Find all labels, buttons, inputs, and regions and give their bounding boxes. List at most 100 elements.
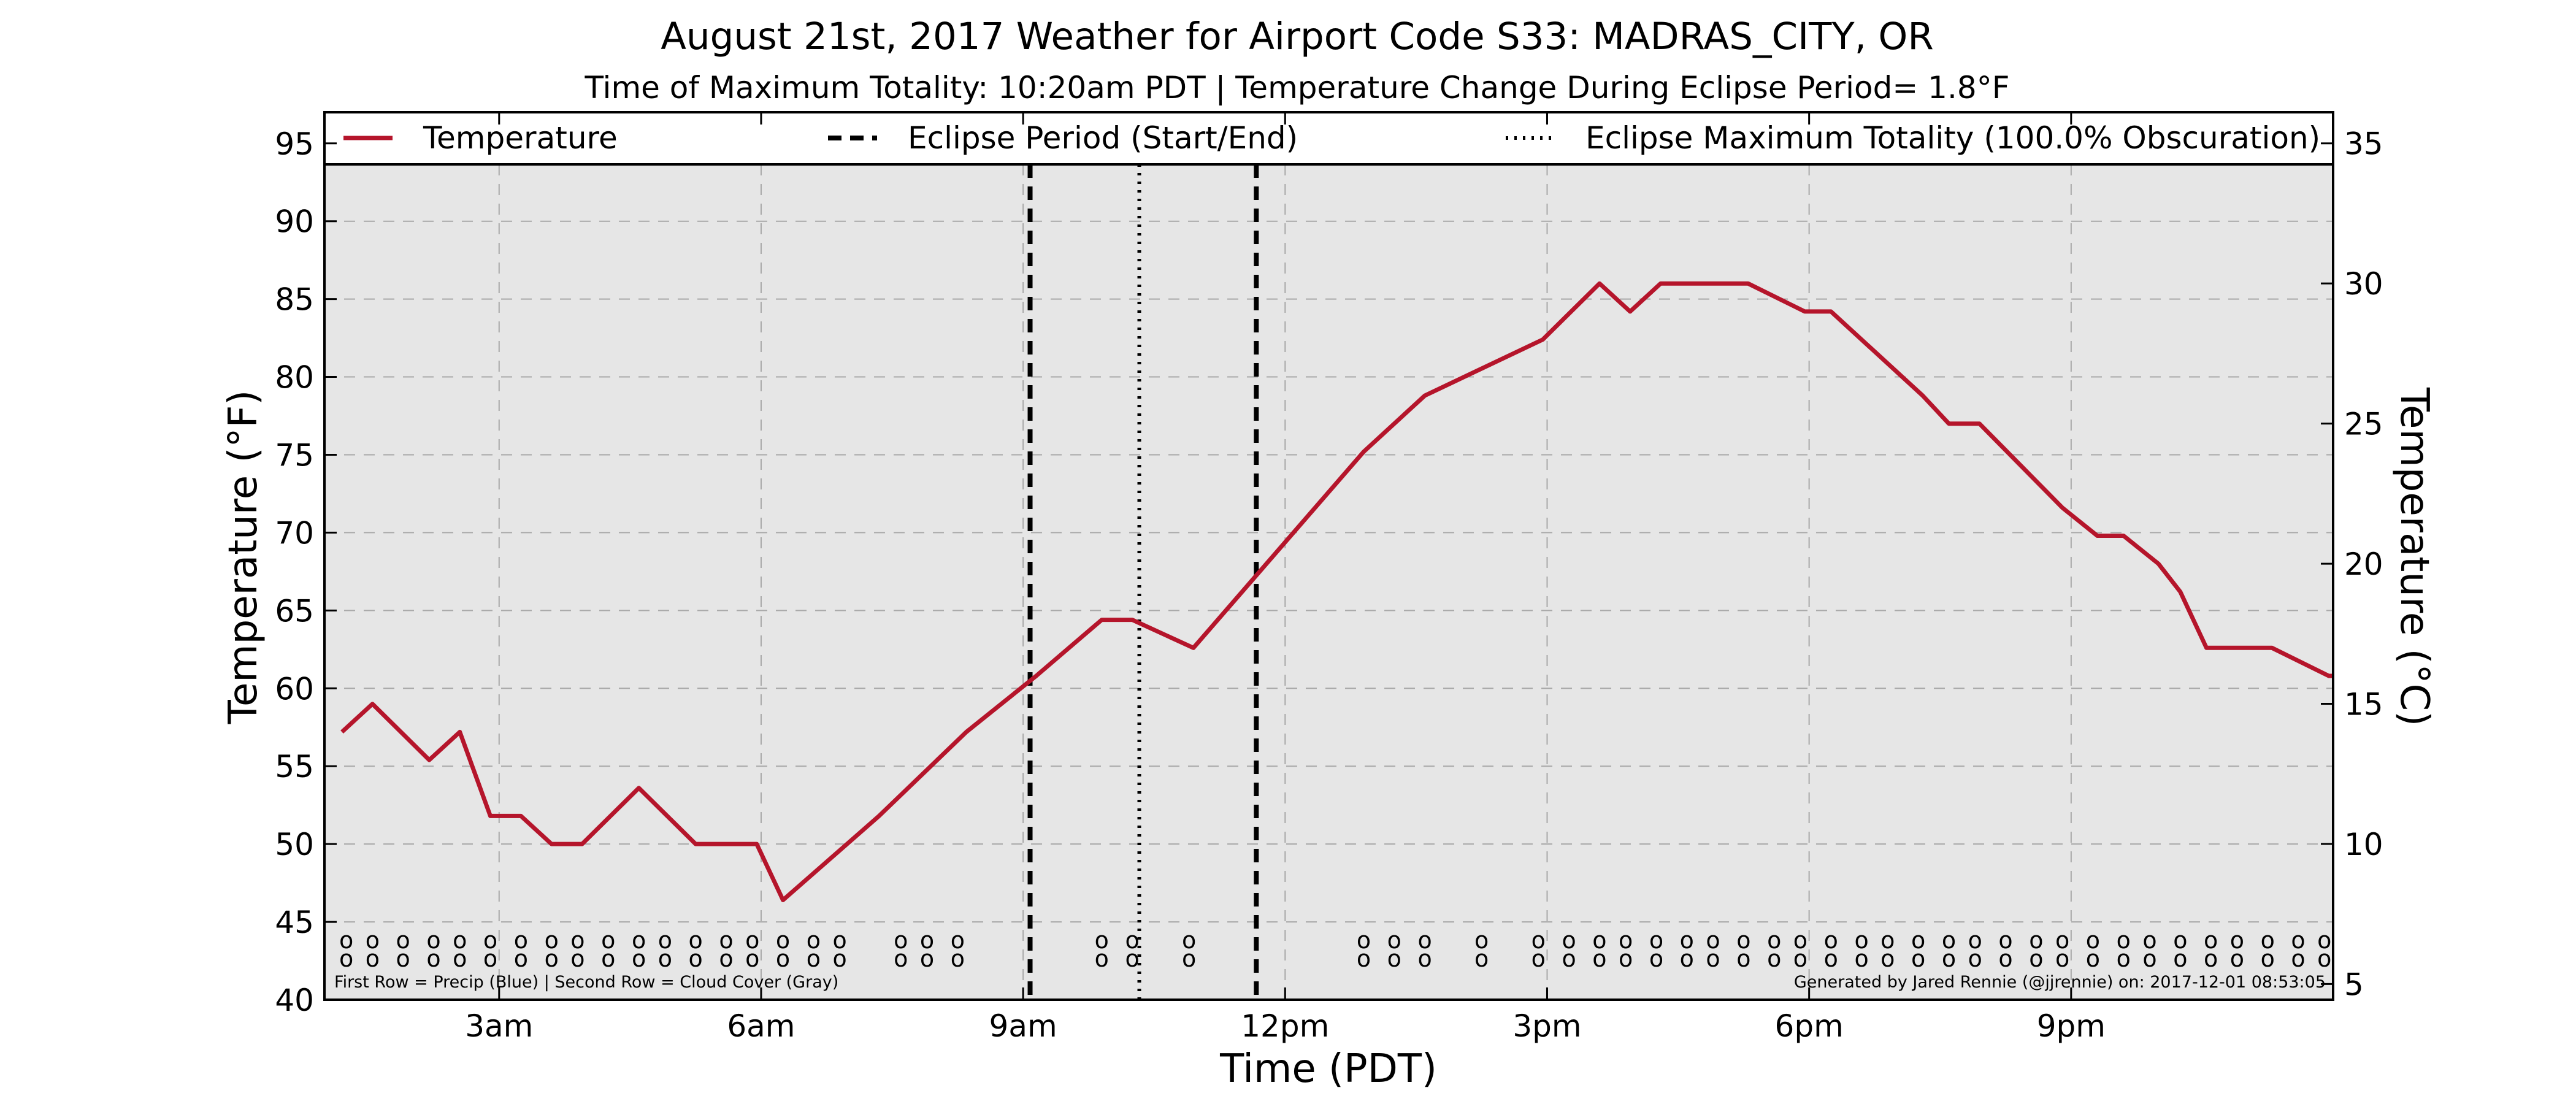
- chart-subtitle: Time of Maximum Totality: 10:20am PDT | …: [585, 70, 2010, 105]
- observation-marker: o: [366, 927, 380, 954]
- observation-marker: o: [1824, 945, 1838, 972]
- observation-marker: o: [545, 927, 559, 954]
- y-tick-label: 50: [275, 827, 314, 862]
- observation-marker: o: [1911, 927, 1925, 954]
- y-tick-label: 75: [275, 437, 314, 473]
- legend: Temperature Eclipse Period (Start/End) Ecl…: [323, 111, 2334, 166]
- observation-marker: o: [1942, 945, 1956, 972]
- observation-marker: o: [453, 945, 467, 972]
- observation-marker: o: [514, 945, 528, 972]
- x-tick-label: 9am: [989, 1008, 1057, 1044]
- observation-marker: o: [2291, 945, 2305, 972]
- observation-marker: o: [483, 927, 497, 954]
- observation-marker: o: [2317, 945, 2331, 972]
- observation-marker: o: [601, 945, 615, 972]
- observation-marker: o: [894, 945, 908, 972]
- observation-marker: o: [514, 927, 528, 954]
- observation-marker: o: [1357, 927, 1371, 954]
- observation-marker: o: [396, 927, 410, 954]
- observation-marker: o: [632, 945, 646, 972]
- observation-marker: o: [1531, 945, 1546, 972]
- x-tick-label: 3am: [465, 1008, 533, 1044]
- observation-marker: o: [1998, 927, 2012, 954]
- y-right-tick-label: 20: [2344, 546, 2383, 582]
- observation-marker: o: [2230, 927, 2244, 954]
- footnote-left: First Row = Precip (Blue) | Second Row =…: [334, 973, 838, 992]
- y-right-tick-label: 5: [2344, 967, 2364, 1002]
- observation-marker: o: [2173, 927, 2187, 954]
- plot-area: [324, 112, 2333, 1000]
- observation-marker: o: [832, 927, 846, 954]
- observation-marker: o: [1824, 927, 1838, 954]
- observation-marker: o: [1474, 927, 1489, 954]
- x-axis-ticks: 3am 6am 9am 12pm 3pm 6pm 9pm: [465, 112, 2106, 1044]
- observation-marker: o: [2142, 945, 2156, 972]
- legend-label: Temperature: [423, 120, 618, 156]
- y-tick-label: 40: [275, 983, 314, 1018]
- x-tick-label: 12pm: [1241, 1008, 1329, 1044]
- observation-marker: o: [2055, 927, 2069, 954]
- observation-marker: o: [1474, 945, 1489, 972]
- observation-marker: o: [1562, 945, 1576, 972]
- observation-marker: o: [1736, 945, 1750, 972]
- observation-marker: o: [2117, 945, 2131, 972]
- x-tick-label: 9pm: [2037, 1008, 2106, 1044]
- observation-marker: o: [658, 927, 672, 954]
- y-tick-label: 60: [275, 671, 314, 707]
- observation-marker: o: [366, 945, 380, 972]
- y-right-tick-label: 35: [2344, 126, 2383, 162]
- observation-marker: o: [339, 927, 353, 954]
- observation-marker: o: [658, 945, 672, 972]
- observation-marker: o: [689, 945, 703, 972]
- observation-marker: o: [1387, 927, 1401, 954]
- observation-marker: o: [1182, 927, 1196, 954]
- y-axis-right-label: Temperature (°C): [2391, 387, 2437, 726]
- observation-marker: o: [1095, 927, 1109, 954]
- observation-marker: o: [545, 945, 559, 972]
- observation-marker: o: [1649, 927, 1663, 954]
- observation-marker: o: [776, 927, 790, 954]
- observation-marker: o: [1968, 945, 1982, 972]
- observation-marker: o: [1649, 945, 1663, 972]
- observation-marker: o: [1767, 927, 1781, 954]
- observation-marker: o: [1418, 927, 1432, 954]
- observation-marker: o: [1942, 927, 1956, 954]
- observation-marker: o: [1357, 945, 1371, 972]
- y-axis-label: Temperature (°F): [221, 390, 266, 725]
- x-tick-label: 6pm: [1775, 1008, 1844, 1044]
- y-tick-label: 70: [275, 515, 314, 551]
- observation-marker: o: [1793, 927, 1807, 954]
- legend-label: Eclipse Period (Start/End): [908, 120, 1298, 156]
- y-tick-label: 90: [275, 204, 314, 240]
- observation-marker: o: [2317, 927, 2331, 954]
- observation-marker: o: [2204, 927, 2218, 954]
- observation-marker: o: [1854, 927, 1868, 954]
- observation-marker: o: [2173, 945, 2187, 972]
- observation-marker: o: [2029, 945, 2043, 972]
- y-tick-label: 55: [275, 749, 314, 784]
- observation-marker: o: [2029, 927, 2043, 954]
- observation-marker: o: [807, 945, 821, 972]
- observation-marker: o: [426, 927, 440, 954]
- y-tick-label: 80: [275, 360, 314, 396]
- observation-marker: o: [1095, 945, 1109, 972]
- x-axis-label: Time (PDT): [1219, 1046, 1437, 1092]
- observation-marker: o: [807, 927, 821, 954]
- observation-marker: o: [2204, 945, 2218, 972]
- observation-marker: o: [719, 945, 733, 972]
- observation-marker: o: [1880, 927, 1895, 954]
- observation-marker: o: [570, 927, 585, 954]
- temperature-points: [342, 283, 2334, 900]
- y-right-tick-label: 25: [2344, 407, 2383, 442]
- footnote-right: Generated by Jared Rennie (@jjrennie) on…: [1794, 973, 2326, 992]
- y-tick-label: 65: [275, 593, 314, 629]
- observation-marker: o: [1592, 927, 1606, 954]
- observation-marker: o: [339, 945, 353, 972]
- y-tick-label: 85: [275, 282, 314, 318]
- observation-marker: o: [1125, 945, 1139, 972]
- chart-title: August 21st, 2017 Weather for Airport Co…: [661, 15, 1934, 58]
- observation-marker: o: [832, 945, 846, 972]
- observation-marker: o: [745, 927, 759, 954]
- observation-marker: o: [1911, 945, 1925, 972]
- observation-marker: o: [2261, 945, 2275, 972]
